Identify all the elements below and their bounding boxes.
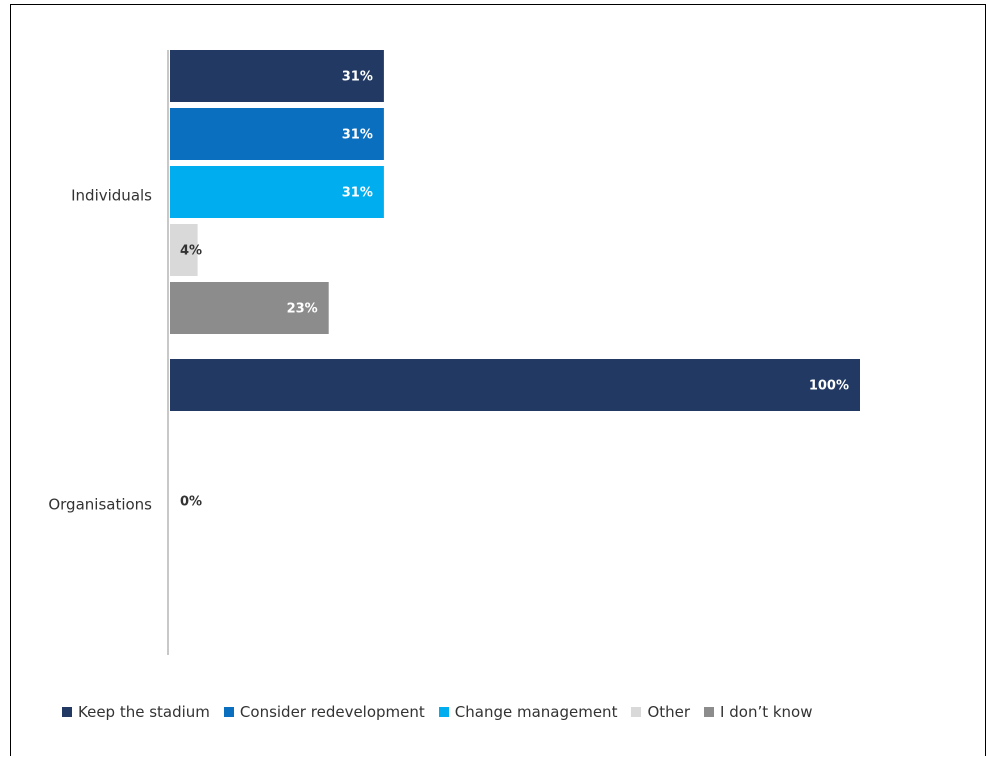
legend-swatch — [223, 707, 234, 717]
bar-organisations-keep-the-stadium — [170, 359, 860, 411]
data-label-individuals-i-don-t-know: 23% — [287, 302, 318, 317]
legend-label: I don’t know — [720, 703, 813, 721]
legend-item-keep-the-stadium: Keep the stadium — [62, 703, 210, 721]
legend-item-consider-redevelopment: Consider redevelopment — [223, 703, 425, 721]
data-label-organisations-keep-the-stadium: 100% — [809, 379, 849, 394]
category-label-organisations: Organisations — [48, 496, 152, 514]
legend-swatch — [704, 707, 715, 717]
legend-swatch — [631, 707, 642, 717]
bar-individuals-consider-redevelopment — [170, 108, 384, 160]
data-label-organisations-change-management: 0% — [180, 495, 202, 510]
data-label-individuals-change-management: 31% — [342, 186, 373, 201]
bar-individuals-keep-the-stadium — [170, 50, 384, 102]
legend-swatch — [62, 707, 72, 717]
legend-swatch — [438, 707, 449, 717]
bar-individuals-i-don-t-know — [170, 282, 329, 334]
legend: Keep the stadium Consider redevelopment … — [62, 702, 813, 722]
category-label-individuals: Individuals — [71, 187, 152, 205]
legend-label: Other — [647, 703, 691, 721]
data-label-individuals-keep-the-stadium: 31% — [342, 70, 373, 85]
legend-item-i-dont-know: I don’t know — [704, 703, 813, 721]
legend-label: Change management — [454, 703, 618, 721]
bar-chart: Individuals 31% 31% 31% 4% 23% Organisations 10… — [48, 50, 860, 655]
legend-label: Consider redevelopment — [239, 703, 425, 721]
bar-individuals-other — [170, 224, 198, 276]
legend-item-change-management: Change management — [438, 703, 618, 721]
labels-group: Individuals 31% 31% 31% 4% 23% Organisations 10… — [48, 70, 849, 514]
legend-label: Keep the stadium — [78, 703, 210, 721]
legend-item-other: Other — [631, 703, 690, 721]
data-label-individuals-consider-redevelopment: 31% — [342, 128, 373, 143]
bar-individuals-change-management — [170, 166, 384, 218]
bars-group — [170, 50, 860, 411]
data-label-individuals-other: 4% — [180, 244, 202, 259]
